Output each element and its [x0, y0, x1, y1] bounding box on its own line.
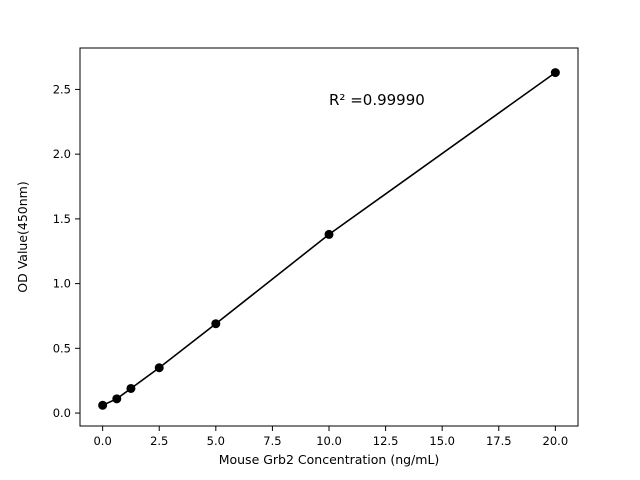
x-tick-label: 2.5: [150, 434, 168, 448]
x-tick-label: 10.0: [316, 434, 342, 448]
x-tick-label: 20.0: [543, 434, 569, 448]
data-point: [112, 394, 122, 404]
data-point: [126, 383, 136, 393]
r-squared-annotation: R² =0.99990: [329, 91, 425, 109]
y-tick-label: 1.0: [53, 277, 71, 291]
data-point: [98, 400, 108, 410]
x-tick-label: 7.5: [263, 434, 281, 448]
x-tick-label: 0.0: [93, 434, 111, 448]
x-tick-label: 5.0: [207, 434, 225, 448]
y-tick-label: 0.5: [53, 341, 71, 355]
data-point: [211, 319, 221, 329]
data-point: [324, 229, 334, 239]
x-axis-label: Mouse Grb2 Concentration (ng/mL): [219, 452, 440, 467]
x-tick-label: 12.5: [373, 434, 399, 448]
y-tick-label: 2.5: [53, 82, 71, 96]
y-tick-label: 1.5: [53, 212, 71, 226]
data-point: [154, 363, 164, 373]
x-tick-label: 17.5: [486, 434, 512, 448]
y-tick-label: 0.0: [53, 406, 71, 420]
x-tick-label: 15.0: [429, 434, 455, 448]
y-axis-label: OD Value(450nm): [15, 181, 30, 292]
data-point: [550, 68, 560, 78]
y-tick-label: 2.0: [53, 147, 71, 161]
